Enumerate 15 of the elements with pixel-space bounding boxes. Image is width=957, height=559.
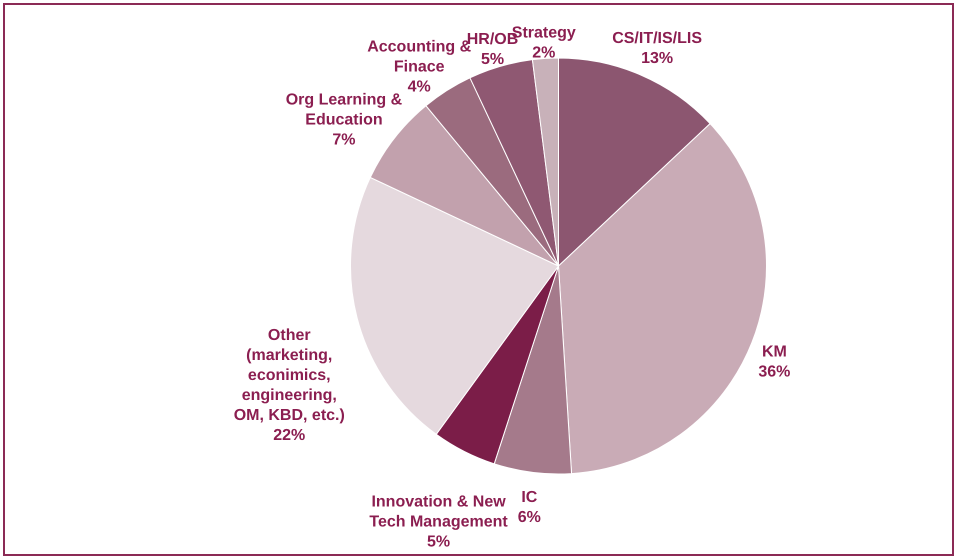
slice-label: Org Learning & Education (286, 92, 403, 129)
data-label: 36% (758, 363, 790, 380)
slice-label: Other (marketing, econimics, engineering, OM, KBD, etc.) (234, 327, 345, 424)
slice-label: Innovation & New Tech Management (369, 493, 508, 530)
data-label: 13% (641, 50, 674, 68)
slice-label: CS/IT/IS/LIS (612, 30, 702, 48)
data-label: 7% (332, 132, 356, 149)
data-label: 2% (532, 44, 556, 62)
data-label: 6% (518, 508, 541, 526)
data-label: 4% (408, 78, 431, 96)
data-label: 22% (273, 427, 306, 444)
slice-label: IC (521, 488, 538, 506)
data-label: 5% (427, 533, 450, 550)
slice-label: KM (762, 343, 787, 360)
data-label: 5% (480, 50, 504, 68)
